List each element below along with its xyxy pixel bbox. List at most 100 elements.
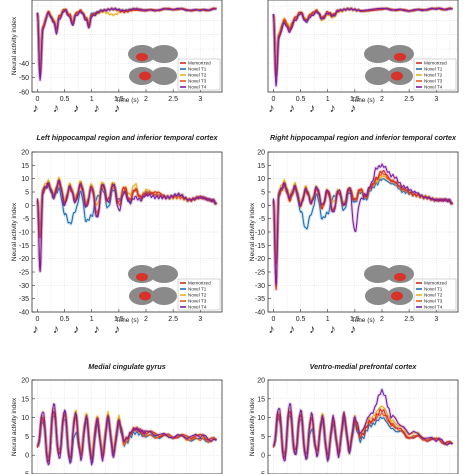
legend-label: Novel T4 [424,305,443,310]
y-tick-label: 20 [257,150,265,157]
axes-frame [267,0,459,93]
legend-label: Novel T1 [188,287,207,292]
legend-label: Memorized [188,61,211,66]
series-line-novel-t4 [272,7,453,87]
music-note-icon: ♪ [309,322,315,336]
x-tick-label: 2.5 [404,96,414,103]
x-tick-label: 0 [271,316,275,323]
panel-ventromedial-prefrontal: Ventro-medial prefrontal cortex 20 15 10 5 0 -… [249,362,459,474]
music-note-icon: ♪ [73,322,79,336]
y-tick-label: 0 [25,203,29,210]
y-tick-label: 10 [257,415,265,422]
y-tick-label: 20 [21,150,29,157]
y-tick-label: -50 [19,75,29,82]
legend-label: Novel T2 [188,293,207,298]
series-line-memorized [272,7,453,77]
legend-label: Novel T1 [424,287,443,292]
brain-ventral-right [151,287,177,305]
chart-title: Left hippocampal region and inferior tem… [37,133,219,142]
panel-medial-cingulate: Medial cingulate gyrus 20 15 10 5 0 -5 Neural a… [11,362,223,474]
axes-frame [31,0,223,93]
series-line-memorized [36,7,217,77]
music-note-icon: ♪ [289,322,295,336]
x-tick-label: 2.5 [404,316,414,323]
series-group [271,162,454,292]
series-line-novel-t4 [36,7,217,81]
y-tick-label: 5 [25,190,29,197]
note-row: ♪ ♪ ♪ ♪ ♪ [268,322,355,336]
note-row: ♪ ♪ ♪ ♪ ♪ [268,101,355,115]
y-axis-label: Neural activity index [11,397,18,456]
y-tick-label: 0 [25,453,29,460]
series-group [35,402,218,467]
y-tick-label: 15 [21,163,29,170]
y-tick-label: 5 [25,434,29,441]
x-axis-label: Time (s) [351,97,375,104]
legend-label: Memorized [188,281,211,286]
y-tick-label: -60 [19,90,29,97]
brain-region-highlight [139,291,151,301]
y-tick-label: -5 [23,216,29,223]
series-band-novel-t4 [271,162,454,287]
series-line-novel-t4 [36,180,217,273]
brain-region-highlight [391,291,403,301]
y-axis-label: Neural activity index [11,202,18,261]
legend-label: Novel T2 [188,73,207,78]
series-line-memorized [272,169,454,291]
music-note-icon: ♪ [53,322,59,336]
legend-label: Novel T4 [188,305,207,310]
series-band-novel-t2 [271,174,454,256]
x-tick-label: 0.5 [60,316,70,323]
series-group [35,175,218,274]
y-tick-label: -30 [255,283,265,290]
x-tick-label: 3 [434,316,438,323]
series-line-novel-t2 [272,175,454,255]
x-tick-label: 0.5 [296,316,306,323]
brain-lateral-left [364,45,392,63]
panel-right-hippocampal: Right hippocampal region and inferior te… [249,133,459,336]
legend-label: Novel T4 [424,85,443,90]
y-tick-label: -25 [19,270,29,277]
y-tick-label: -20 [19,256,29,263]
music-note-icon: ♪ [114,101,120,115]
music-note-icon: ♪ [53,101,59,115]
x-tick-label: 1 [326,96,330,103]
y-tick-label: -10 [19,230,29,237]
series-line-novel-t4 [273,388,453,462]
music-note-icon: ♪ [330,101,336,115]
y-tick-label: -20 [255,256,265,263]
legend-label: Novel T3 [188,299,207,304]
x-tick-label: 3 [434,96,438,103]
x-tick-label: 1.5 [114,96,124,103]
axes-frame [31,379,223,474]
brain-ventral-left [365,67,391,85]
y-tick-label: -15 [255,243,265,250]
brain-region-highlight [394,273,406,281]
y-tick-label: 20 [257,378,265,385]
x-tick-label: 2.5 [168,316,178,323]
music-note-icon: ♪ [350,101,356,115]
y-tick-label: -35 [255,296,265,303]
y-tick-label: -25 [255,270,265,277]
y-tick-label: 15 [21,396,29,403]
series-band-novel-t3 [271,170,454,266]
y-tick-label: -5 [23,472,29,474]
y-tick-label: -5 [259,216,265,223]
panel-left-hippocampal: Left hippocampal region and inferior tem… [11,133,223,336]
brain-region-highlight [139,71,151,81]
brain-inset [364,265,414,305]
music-note-icon: ♪ [268,322,274,336]
music-note-icon: ♪ [73,101,79,115]
y-tick-label: -30 [19,283,29,290]
y-tick-label: -40 [255,310,265,317]
y-tick-label: 15 [257,396,265,403]
x-tick-label: 2 [380,316,384,323]
x-tick-label: 2 [144,96,148,103]
brain-inset [364,45,414,85]
legend-label: Memorized [424,61,447,66]
note-row: ♪ ♪ ♪ ♪ ♪ [32,322,119,336]
